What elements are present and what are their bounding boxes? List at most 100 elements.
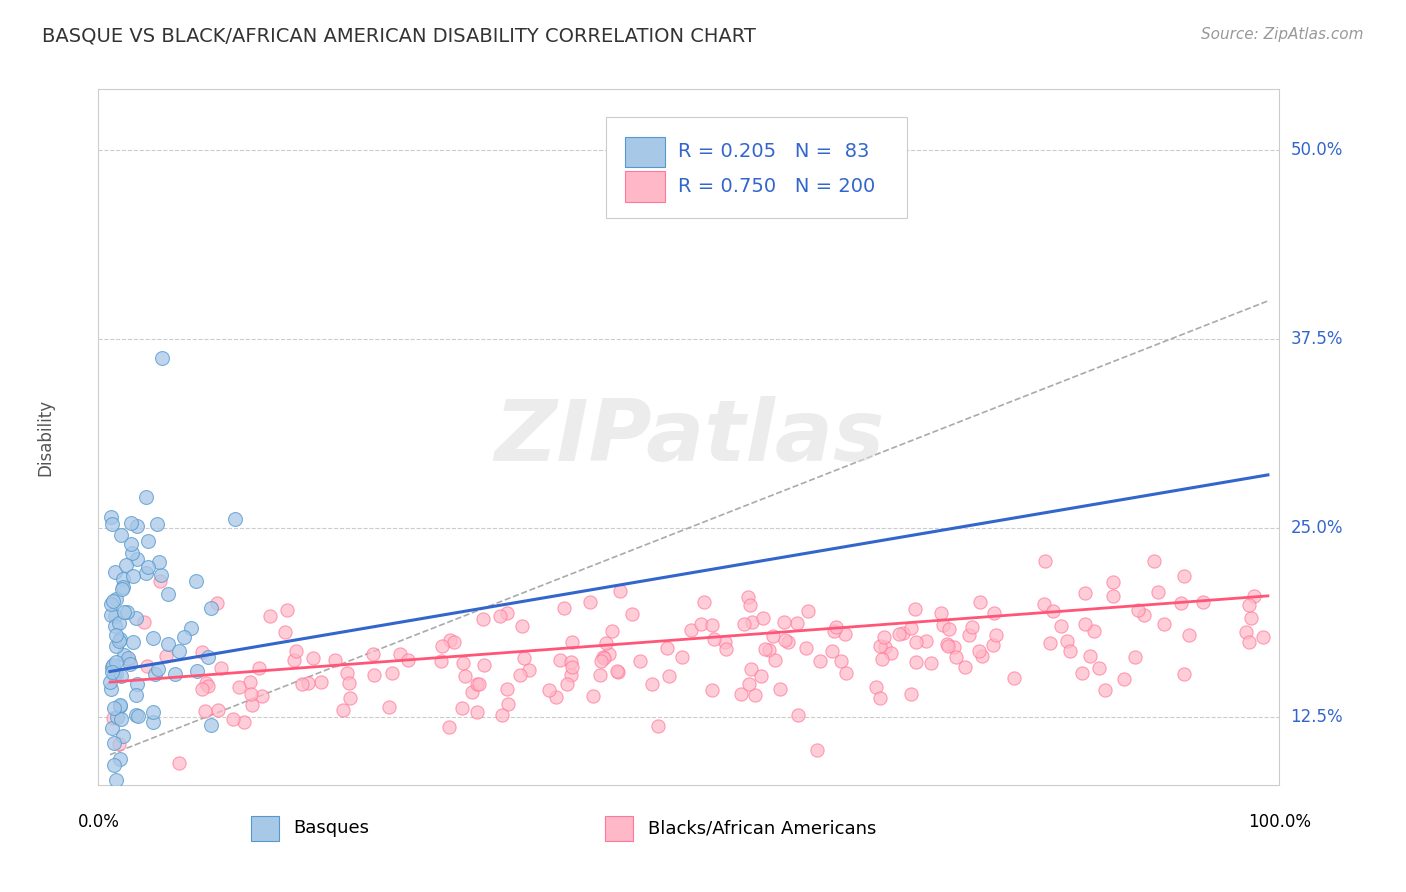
- Point: [108, 632, 131, 647]
- Point: [122, 634, 145, 648]
- Point: [98, 675, 121, 690]
- Point: [468, 677, 491, 691]
- Point: [620, 607, 643, 621]
- FancyBboxPatch shape: [605, 815, 634, 841]
- Point: [1050, 619, 1073, 633]
- Point: [1251, 630, 1274, 644]
- Point: [891, 626, 914, 640]
- Point: [1083, 624, 1105, 639]
- Point: [430, 639, 453, 653]
- Point: [491, 708, 513, 723]
- Point: [465, 705, 488, 719]
- Point: [821, 644, 844, 658]
- Point: [439, 632, 461, 647]
- Point: [107, 738, 129, 752]
- Point: [592, 650, 614, 665]
- Point: [125, 518, 148, 533]
- Point: [195, 676, 218, 690]
- Point: [880, 646, 903, 660]
- Text: R = 0.205   N =  83: R = 0.205 N = 83: [678, 143, 870, 161]
- Point: [472, 657, 495, 672]
- Point: [740, 661, 762, 675]
- Point: [115, 558, 138, 573]
- Point: [221, 712, 243, 726]
- Point: [825, 620, 848, 634]
- Point: [1074, 586, 1097, 600]
- Point: [127, 709, 149, 723]
- FancyBboxPatch shape: [250, 815, 280, 841]
- Point: [142, 631, 165, 645]
- Point: [101, 665, 124, 679]
- Point: [120, 516, 142, 531]
- Point: [103, 758, 125, 772]
- Point: [149, 574, 172, 588]
- Point: [361, 647, 384, 661]
- Point: [105, 710, 128, 724]
- Text: Source: ZipAtlas.com: Source: ZipAtlas.com: [1201, 27, 1364, 42]
- Point: [1153, 617, 1175, 632]
- Point: [592, 650, 614, 665]
- Point: [806, 743, 828, 757]
- Point: [700, 683, 723, 698]
- Point: [111, 729, 134, 743]
- Point: [589, 668, 612, 682]
- Point: [197, 679, 219, 693]
- Point: [932, 618, 955, 632]
- Point: [437, 720, 460, 734]
- Point: [1073, 616, 1095, 631]
- Point: [1002, 671, 1025, 685]
- Point: [561, 635, 583, 649]
- Point: [962, 620, 984, 634]
- Point: [787, 708, 810, 723]
- Point: [105, 627, 128, 641]
- Point: [100, 597, 122, 611]
- Point: [1147, 584, 1170, 599]
- Point: [658, 669, 681, 683]
- Point: [250, 689, 273, 703]
- Point: [110, 669, 132, 683]
- Point: [738, 598, 761, 612]
- Point: [104, 639, 127, 653]
- Point: [118, 657, 141, 672]
- Point: [905, 635, 928, 649]
- Point: [240, 698, 263, 713]
- Point: [1243, 589, 1265, 603]
- Point: [200, 600, 222, 615]
- Point: [111, 580, 134, 594]
- Point: [112, 605, 135, 619]
- Point: [823, 624, 845, 638]
- Text: ZIPatlas: ZIPatlas: [494, 395, 884, 479]
- Point: [146, 662, 169, 676]
- Point: [984, 628, 1007, 642]
- Point: [259, 609, 281, 624]
- Point: [873, 640, 896, 654]
- Point: [108, 698, 131, 713]
- Point: [1102, 589, 1125, 603]
- Point: [108, 699, 131, 714]
- Point: [381, 665, 404, 680]
- Point: [681, 624, 703, 638]
- Point: [600, 624, 623, 639]
- Point: [830, 654, 852, 668]
- Point: [935, 637, 957, 651]
- Point: [191, 645, 214, 659]
- Point: [1170, 596, 1192, 610]
- Point: [1088, 661, 1111, 675]
- Point: [148, 555, 170, 569]
- Point: [336, 666, 359, 681]
- Text: 12.5%: 12.5%: [1291, 708, 1343, 726]
- Point: [969, 595, 991, 609]
- Point: [302, 650, 325, 665]
- Point: [111, 582, 134, 596]
- Point: [1178, 628, 1201, 642]
- Point: [1112, 672, 1135, 686]
- Point: [339, 690, 361, 705]
- Point: [794, 641, 817, 656]
- Point: [920, 657, 942, 671]
- Text: 25.0%: 25.0%: [1291, 519, 1343, 537]
- Point: [146, 516, 169, 531]
- Point: [240, 687, 263, 701]
- Point: [579, 594, 602, 608]
- Point: [730, 687, 752, 701]
- Point: [121, 568, 143, 582]
